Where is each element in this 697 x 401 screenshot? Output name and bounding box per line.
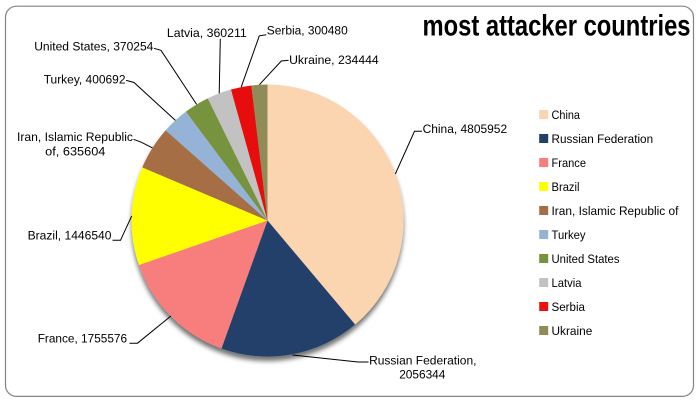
svg-text:United States, 370254: United States, 370254 [34, 39, 153, 53]
svg-text:Russian Federation: Russian Federation [552, 132, 654, 146]
svg-text:Iran, Islamic Republic: Iran, Islamic Republic [17, 130, 133, 144]
svg-text:Latvia: Latvia [552, 276, 582, 290]
svg-text:most attacker countries: most attacker countries [423, 9, 691, 42]
svg-text:Serbia: Serbia [552, 300, 586, 314]
svg-text:Turkey, 400692: Turkey, 400692 [44, 73, 126, 87]
svg-text:United States: United States [552, 252, 620, 266]
svg-text:of, 635604: of, 635604 [45, 144, 105, 158]
svg-text:Serbia, 300480: Serbia, 300480 [267, 24, 348, 38]
svg-text:2056344: 2056344 [399, 367, 445, 381]
svg-text:Ukraine, 234444: Ukraine, 234444 [289, 53, 379, 67]
svg-text:Brazil, 1446540: Brazil, 1446540 [28, 229, 112, 243]
svg-text:China, 4805952: China, 4805952 [423, 122, 508, 136]
svg-text:China: China [552, 108, 581, 122]
svg-text:Ukraine: Ukraine [552, 324, 593, 338]
svg-text:France, 1755576: France, 1755576 [38, 332, 128, 346]
svg-text:France: France [552, 156, 587, 170]
svg-text:Iran, Islamic Republic of: Iran, Islamic Republic of [552, 204, 680, 218]
svg-text:Turkey: Turkey [552, 228, 587, 242]
svg-text:Russian Federation,: Russian Federation, [369, 353, 476, 367]
svg-text:Latvia, 360211: Latvia, 360211 [167, 26, 247, 40]
svg-text:Brazil: Brazil [552, 180, 580, 194]
